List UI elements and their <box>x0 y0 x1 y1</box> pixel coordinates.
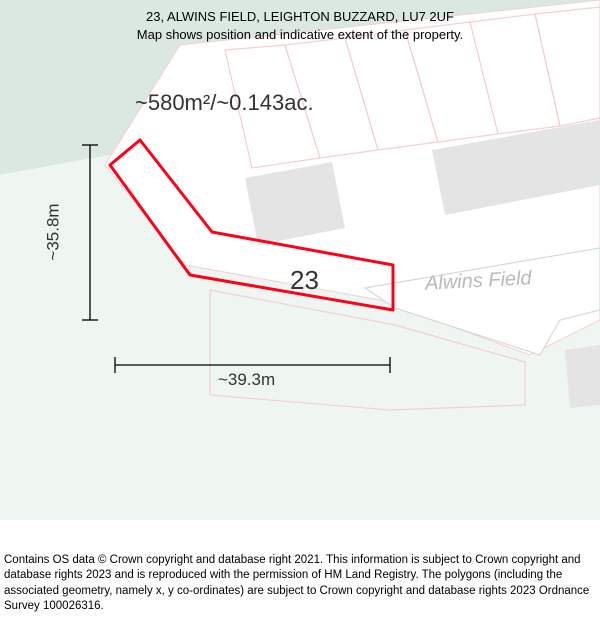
vertical-dimension-label: ~35.8m <box>44 203 64 260</box>
footer: Contains OS data © Crown copyright and d… <box>0 545 600 625</box>
house-number-label: 23 <box>290 265 319 296</box>
building-2 <box>565 345 600 408</box>
map-svg <box>0 0 600 520</box>
header-subtitle: Map shows position and indicative extent… <box>0 26 600 44</box>
header: 23, ALWINS FIELD, LEIGHTON BUZZARD, LU7 … <box>0 0 600 43</box>
map-area: ~580m²/~0.143ac. 23 Alwins Field ~35.8m … <box>0 0 600 520</box>
header-title: 23, ALWINS FIELD, LEIGHTON BUZZARD, LU7 … <box>0 8 600 26</box>
area-label: ~580m²/~0.143ac. <box>135 90 314 116</box>
horizontal-dimension-label: ~39.3m <box>218 370 275 390</box>
footer-text: Contains OS data © Crown copyright and d… <box>4 554 589 613</box>
